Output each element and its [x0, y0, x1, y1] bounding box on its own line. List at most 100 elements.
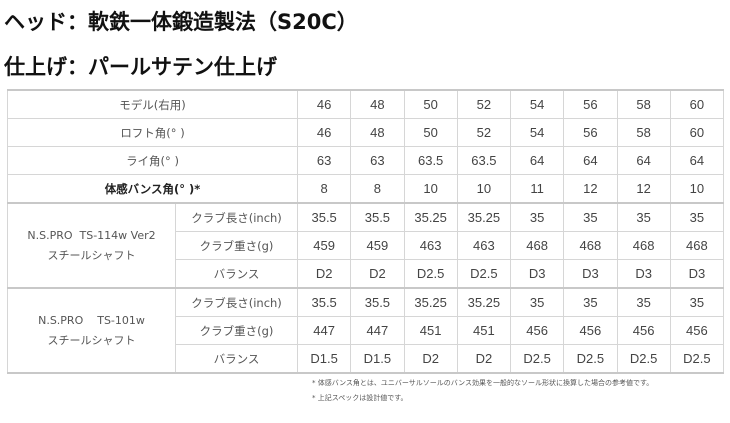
row-label: クラブ重さ(g) [174, 316, 299, 345]
value-cell: 8 [297, 174, 352, 204]
value-cell: 459 [297, 231, 352, 260]
shaft-name: N.S.PRO TS-114w Ver2 [27, 228, 156, 242]
value-cell: 64 [616, 146, 671, 175]
value-cell: 60 [669, 89, 725, 119]
value-cell: 35 [616, 287, 671, 317]
spec-table: モデル(右用) 46 48 50 52 54 56 58 60 ロフト角(° ) 46 48 50 52 5… [6, 89, 725, 374]
value-cell: 468 [669, 231, 725, 260]
value-cell: D2.5 [403, 259, 458, 289]
value-cell: 50 [403, 89, 458, 119]
head-material-heading: ヘッド：軟鉄一体鍛造製法（S20C） [4, 10, 358, 34]
table-row: ロフト角(° ) 46 48 50 52 54 56 58 60 [6, 118, 725, 147]
value-cell: 58 [616, 118, 671, 147]
table-row: バランス D2 D2 D2.5 D2.5 D3 D3 D3 D3 [8, 259, 725, 289]
value-cell: 35.5 [297, 287, 352, 317]
value-cell: D2 [350, 259, 405, 289]
value-cell: 35 [563, 202, 618, 232]
value-cell: 52 [456, 89, 512, 119]
value-cell: 35 [510, 202, 565, 232]
row-label: バランス [174, 259, 299, 289]
value-cell: 35.25 [456, 202, 512, 232]
value-cell: 56 [563, 118, 618, 147]
value-cell: 456 [616, 316, 671, 345]
finish-heading: 仕上げ：パールサテン仕上げ [4, 55, 277, 79]
row-label: 体感バンス角(° )* [6, 174, 299, 204]
shaft-name: N.S.PRO TS-101w [38, 313, 145, 327]
value-cell: 456 [563, 316, 618, 345]
value-cell: 48 [350, 89, 405, 119]
value-cell: 63.5 [456, 146, 512, 175]
table-row: ライ角(° ) 63 63 63.5 63.5 64 64 64 64 [6, 146, 725, 175]
note-bounce: * 体感バンス角とは、ユニバーサルソールのバンス効果を一般的なソール形状に換算し… [312, 379, 654, 387]
value-cell: 35.25 [403, 202, 458, 232]
value-cell: 451 [403, 316, 458, 345]
value-cell: 35.5 [350, 202, 405, 232]
value-cell: 35 [669, 287, 725, 317]
value-cell: D2 [297, 259, 352, 289]
value-cell: 63.5 [403, 146, 458, 175]
value-cell: 12 [563, 174, 618, 204]
value-cell: 456 [669, 316, 725, 345]
value-cell: D2 [403, 344, 458, 374]
value-cell: D2.5 [669, 344, 725, 374]
table-row: クラブ重さ(g) 447 447 451 451 456 456 456 456 [8, 316, 725, 345]
value-cell: 46 [297, 89, 352, 119]
table-row: 体感バンス角(° )* 8 8 10 10 11 12 12 10 [6, 174, 725, 204]
value-cell: D2 [456, 344, 512, 374]
value-cell: 451 [456, 316, 512, 345]
value-cell: 35 [510, 287, 565, 317]
value-cell: 46 [297, 118, 352, 147]
value-cell: 54 [510, 118, 565, 147]
value-cell: 35 [669, 202, 725, 232]
value-cell: 463 [403, 231, 458, 260]
value-cell: 60 [669, 118, 725, 147]
value-cell: 35.5 [350, 287, 405, 317]
value-cell: 63 [297, 146, 352, 175]
shaft-type: スチールシャフト [47, 248, 136, 262]
value-cell: 463 [456, 231, 512, 260]
value-cell: 468 [510, 231, 565, 260]
value-cell: 8 [350, 174, 405, 204]
row-label: バランス [174, 344, 299, 374]
value-cell: 64 [510, 146, 565, 175]
value-cell: 35.5 [297, 202, 352, 232]
value-cell: D3 [616, 259, 671, 289]
value-cell: D2.5 [616, 344, 671, 374]
value-cell: D2.5 [510, 344, 565, 374]
row-label: ロフト角(° ) [6, 118, 299, 147]
value-cell: 64 [669, 146, 725, 175]
value-cell: 63 [350, 146, 405, 175]
note-design-values: * 上記スペックは設計値です。 [312, 394, 408, 402]
value-cell: D2.5 [563, 344, 618, 374]
row-label: クラブ長さ(inch) [174, 287, 299, 317]
value-cell: D3 [669, 259, 725, 289]
row-label: クラブ重さ(g) [174, 231, 299, 260]
value-cell: 54 [510, 89, 565, 119]
table-row: N.S.PRO TS-101w スチールシャフト クラブ長さ(inch) 35.5 35… [7, 287, 725, 374]
value-cell: D3 [563, 259, 618, 289]
value-cell: 10 [403, 174, 458, 204]
row-label: モデル(右用) [6, 89, 299, 119]
shaft-type: スチールシャフト [47, 333, 136, 347]
value-cell: 10 [669, 174, 725, 204]
value-cell: 35 [563, 287, 618, 317]
value-cell: 56 [563, 89, 618, 119]
shaft-cell: N.S.PRO TS-114w Ver2 スチールシャフト [7, 202, 176, 289]
row-label: クラブ長さ(inch) [174, 202, 299, 232]
value-cell: 35.25 [456, 287, 512, 317]
value-cell: 64 [563, 146, 618, 175]
value-cell: 48 [350, 118, 405, 147]
value-cell: 58 [616, 89, 671, 119]
value-cell: D1.5 [297, 344, 352, 374]
value-cell: D1.5 [350, 344, 405, 374]
value-cell: 11 [510, 174, 565, 204]
value-cell: 468 [563, 231, 618, 260]
value-cell: 10 [456, 174, 512, 204]
value-cell: 52 [456, 118, 512, 147]
table-row: クラブ重さ(g) 459 459 463 463 468 468 468 468 [8, 231, 725, 260]
value-cell: 12 [616, 174, 671, 204]
table-row: N.S.PRO TS-114w Ver2 スチールシャフト クラブ長さ(inch) 3… [7, 202, 725, 289]
value-cell: 447 [350, 316, 405, 345]
value-cell: 459 [350, 231, 405, 260]
value-cell: D3 [510, 259, 565, 289]
